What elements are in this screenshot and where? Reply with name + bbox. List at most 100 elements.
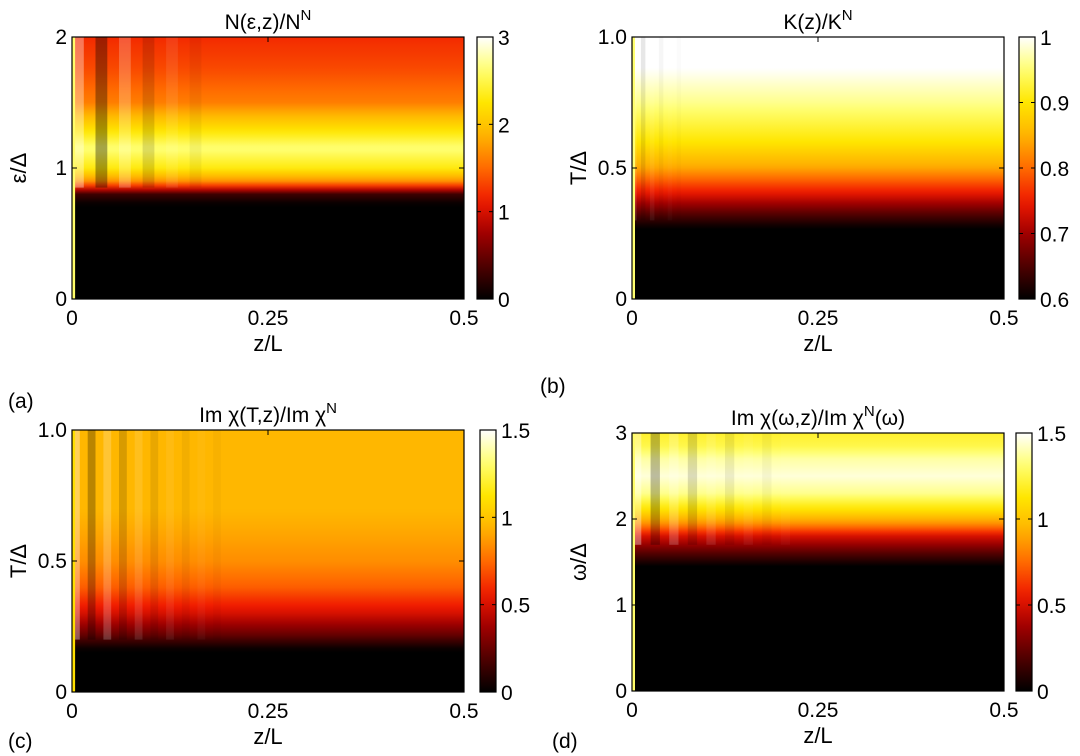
oscillation-stripe [197, 430, 205, 640]
colorbar-tick-label: 0.5 [501, 595, 530, 618]
oscillation-stripe [142, 37, 155, 188]
oscillation-stripe [677, 37, 682, 220]
y-tick-label: 0 [615, 288, 627, 311]
x-tick-label: 0.5 [989, 699, 1018, 722]
oscillation-stripe [213, 430, 221, 640]
colorbar-tick-label: 1 [1037, 509, 1049, 532]
y-tick-label: 1.0 [38, 419, 67, 442]
y-axis-label: ω/Δ [566, 543, 591, 581]
chart-title: Im χ(ω,z)/Im χN(ω) [731, 403, 905, 430]
panel-label: (d) [552, 730, 578, 753]
colorbar-tick-label: 0.7 [1040, 224, 1069, 247]
oscillation-stripe [150, 430, 159, 640]
x-axis-label: z/L [803, 723, 832, 748]
oscillation-stripe [181, 430, 190, 640]
oscillation-stripe [95, 37, 108, 188]
oscillation-stripe [650, 433, 660, 545]
heatmap-field [72, 430, 464, 692]
heatmap-field [632, 37, 1004, 299]
oscillation-stripe [743, 433, 753, 545]
oscillation-stripe [87, 430, 96, 640]
y-axis-label: ε/Δ [6, 152, 31, 183]
y-tick-label: 1 [55, 157, 67, 180]
colorbar-frame [1015, 432, 1033, 692]
chart-title: K(z)/KN [783, 7, 852, 34]
heatmap-field [72, 37, 464, 299]
colorbar-tick-label: 2 [498, 114, 510, 137]
oscillation-stripe [762, 433, 772, 545]
oscillation-stripe [119, 37, 131, 188]
x-axis-label: z/L [253, 331, 282, 356]
oscillation-stripe [649, 37, 655, 221]
x-tick-label: 0 [626, 307, 638, 330]
heatmap-field [632, 433, 1004, 691]
y-tick-label: 3 [615, 422, 627, 445]
panel-label: (a) [8, 390, 34, 413]
colorbar-tick-label: 0.9 [1040, 93, 1069, 116]
panel-label: (b) [540, 375, 566, 398]
panel-d: 0 0.25 0.5 0 1 2 3 z/L ω/Δ Im χ(ω,z)/Im χN(ω) 0 0.5… [552, 403, 1066, 753]
oscillation-stripe [166, 430, 174, 640]
x-tick-label: 0.25 [248, 307, 289, 330]
oscillation-stripe [706, 433, 716, 545]
y-tick-label: 1 [615, 594, 627, 617]
colorbar-tick-label: 0 [1037, 681, 1049, 704]
x-tick-label: 0.5 [989, 307, 1018, 330]
oscillation-stripe [687, 433, 698, 545]
y-tick-label: 0.5 [598, 157, 627, 180]
x-tick-label: 0.25 [798, 699, 839, 722]
colorbar-tick-label: 1 [1040, 27, 1052, 50]
oscillation-stripe [669, 433, 679, 545]
colorbar-tick-label: 1.5 [1037, 423, 1066, 446]
colorbar-tick-label: 0.8 [1040, 158, 1069, 181]
colorbar-frame [476, 36, 494, 300]
x-tick-label: 0.5 [449, 307, 478, 330]
y-axis-label: T/Δ [566, 151, 591, 186]
edge-strip [632, 433, 635, 691]
colorbar-tick-label: 0.5 [1037, 595, 1066, 618]
oscillation-stripe [119, 430, 127, 640]
oscillation-stripe [134, 430, 143, 640]
heatmap [632, 433, 1004, 691]
y-tick-label: 2 [55, 26, 67, 49]
oscillation-stripe [166, 37, 178, 188]
x-axis-label: z/L [253, 724, 282, 749]
colorbar: 0 0.5 1 1.5 [1015, 423, 1066, 704]
colorbar-scale [480, 430, 496, 692]
panel-c: 0 0.25 0.5 0 0.5 1.0 z/L T/Δ Im χ(T,z)/Im χN 0 0.5… [6, 400, 530, 753]
y-tick-label: 0 [615, 680, 627, 703]
y-tick-label: 0 [55, 288, 67, 311]
y-tick-label: 0.5 [38, 550, 67, 573]
y-tick-label: 2 [615, 508, 627, 531]
x-tick-label: 0 [66, 307, 78, 330]
y-tick-label: 1.0 [598, 26, 627, 49]
panel-a: 0 0.25 0.5 0 1 2 z/L ε/Δ N(ε,z)/NN 0 1 2 3 (a) [6, 7, 510, 413]
oscillation-stripe [659, 37, 664, 220]
oscillation-stripe [632, 433, 642, 545]
oscillation-stripe [72, 430, 80, 640]
heatmap [632, 37, 1004, 299]
oscillation-stripe [640, 37, 646, 221]
colorbar-tick-label: 0 [498, 289, 510, 312]
colorbar-tick-label: 0 [501, 682, 513, 705]
x-tick-label: 0 [66, 700, 78, 723]
x-tick-label: 0 [626, 699, 638, 722]
colorbar: 0.6 0.7 0.8 0.9 1 [1018, 27, 1069, 312]
panel-b: 0 0.25 0.5 0 0.5 1.0 z/L T/Δ K(z)/KN 0.6 0.7 0.8 0.9… [540, 7, 1069, 398]
colorbar-scale [477, 37, 493, 299]
y-tick-label: 0 [55, 681, 67, 704]
colorbar-tick-label: 1 [501, 507, 513, 530]
y-axis-label: T/Δ [6, 544, 31, 579]
x-tick-label: 0.5 [449, 700, 478, 723]
oscillation-stripe [668, 37, 673, 220]
x-tick-label: 0.25 [248, 700, 289, 723]
colorbar-tick-label: 1.5 [501, 420, 530, 443]
x-tick-label: 0.25 [798, 307, 839, 330]
x-axis-label: z/L [803, 331, 832, 356]
colorbar: 0 0.5 1 1.5 [479, 420, 530, 705]
colorbar-tick-label: 1 [498, 202, 510, 225]
colorbar-frame [479, 429, 497, 693]
oscillation-stripe [781, 433, 790, 545]
oscillation-stripe [725, 433, 735, 545]
